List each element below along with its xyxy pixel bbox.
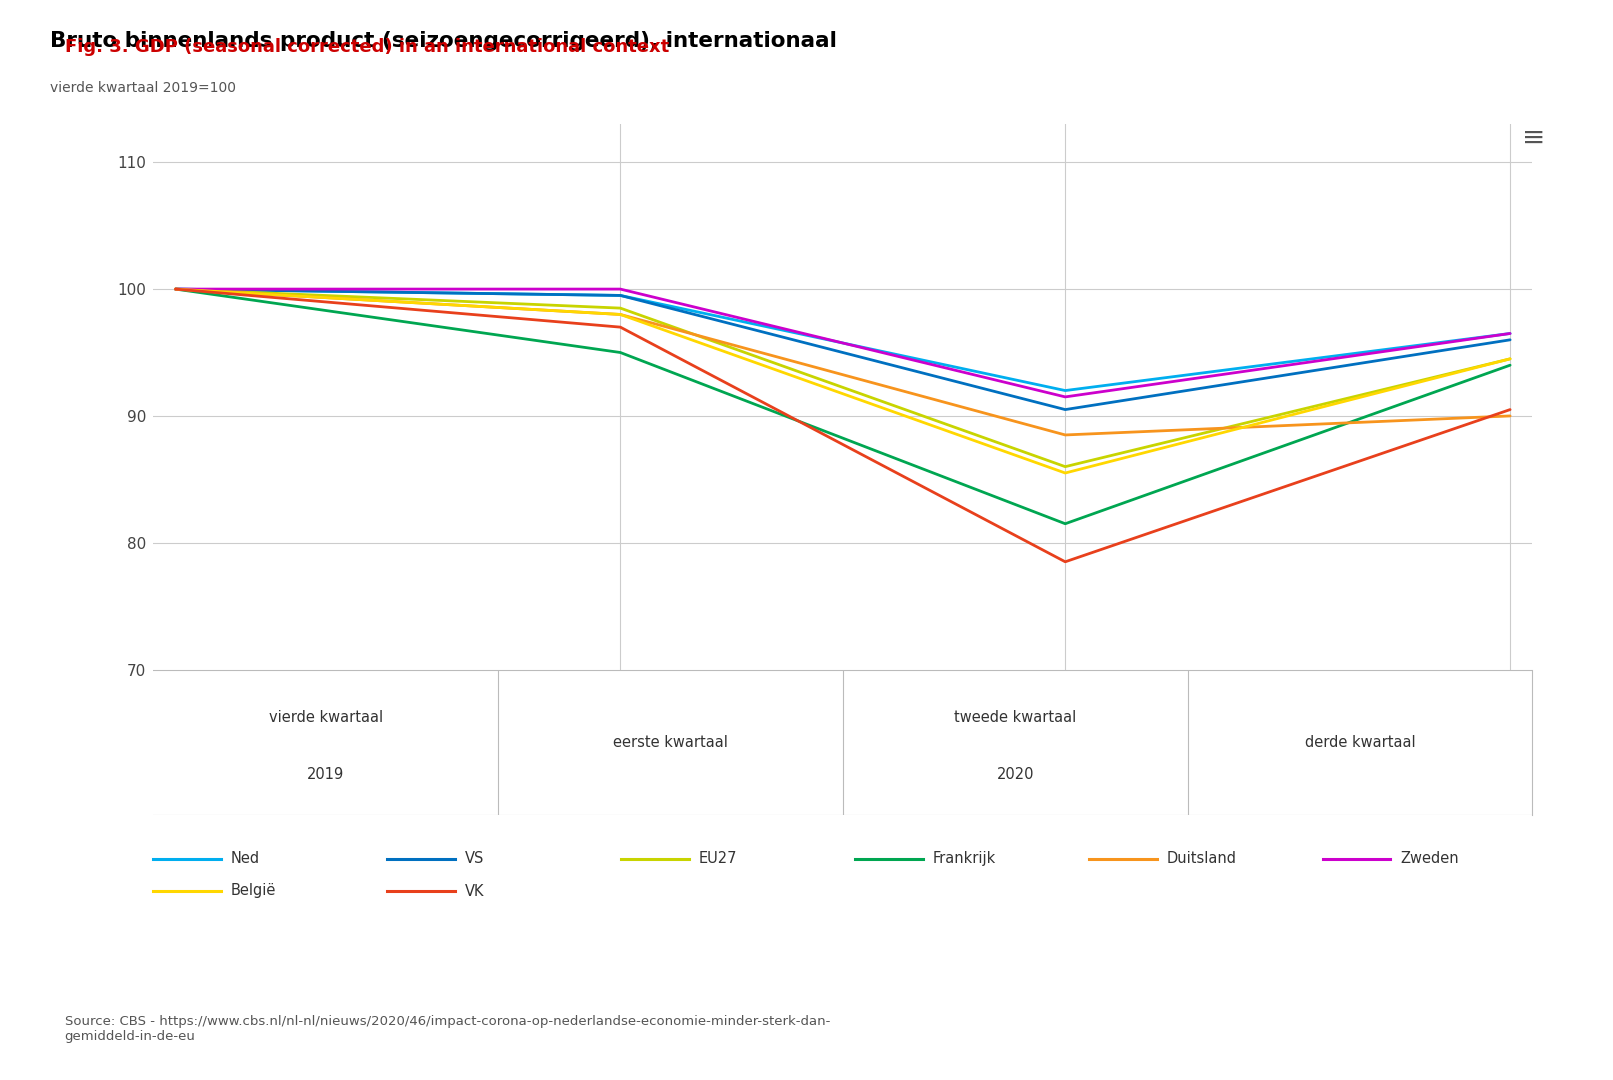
Text: Ned: Ned — [231, 851, 260, 866]
Text: EU27: EU27 — [698, 851, 737, 866]
Text: Fig. 3. GDP (seasonal corrected) in an international context: Fig. 3. GDP (seasonal corrected) in an i… — [65, 38, 669, 56]
Text: Zweden: Zweden — [1400, 851, 1458, 866]
Text: Source: CBS - https://www.cbs.nl/nl-nl/nieuws/2020/46/impact-corona-op-nederland: Source: CBS - https://www.cbs.nl/nl-nl/n… — [65, 1015, 831, 1043]
Text: België: België — [231, 883, 276, 899]
Text: Frankrijk: Frankrijk — [932, 851, 995, 866]
Text: ≡: ≡ — [1523, 124, 1545, 152]
Text: vierde kwartaal: vierde kwartaal — [268, 711, 382, 725]
Text: vierde kwartaal 2019=100: vierde kwartaal 2019=100 — [50, 81, 235, 95]
Text: VS: VS — [465, 851, 484, 866]
Text: VK: VK — [465, 883, 484, 899]
Text: 2019: 2019 — [306, 767, 344, 782]
Text: tweede kwartaal: tweede kwartaal — [953, 711, 1076, 725]
Text: derde kwartaal: derde kwartaal — [1305, 735, 1415, 750]
Text: 2020: 2020 — [997, 767, 1034, 782]
Text: eerste kwartaal: eerste kwartaal — [613, 735, 727, 750]
Text: Bruto binnenlands product (seizoengecorrigeerd), internationaal: Bruto binnenlands product (seizoengecorr… — [50, 31, 837, 52]
Text: Duitsland: Duitsland — [1166, 851, 1236, 866]
